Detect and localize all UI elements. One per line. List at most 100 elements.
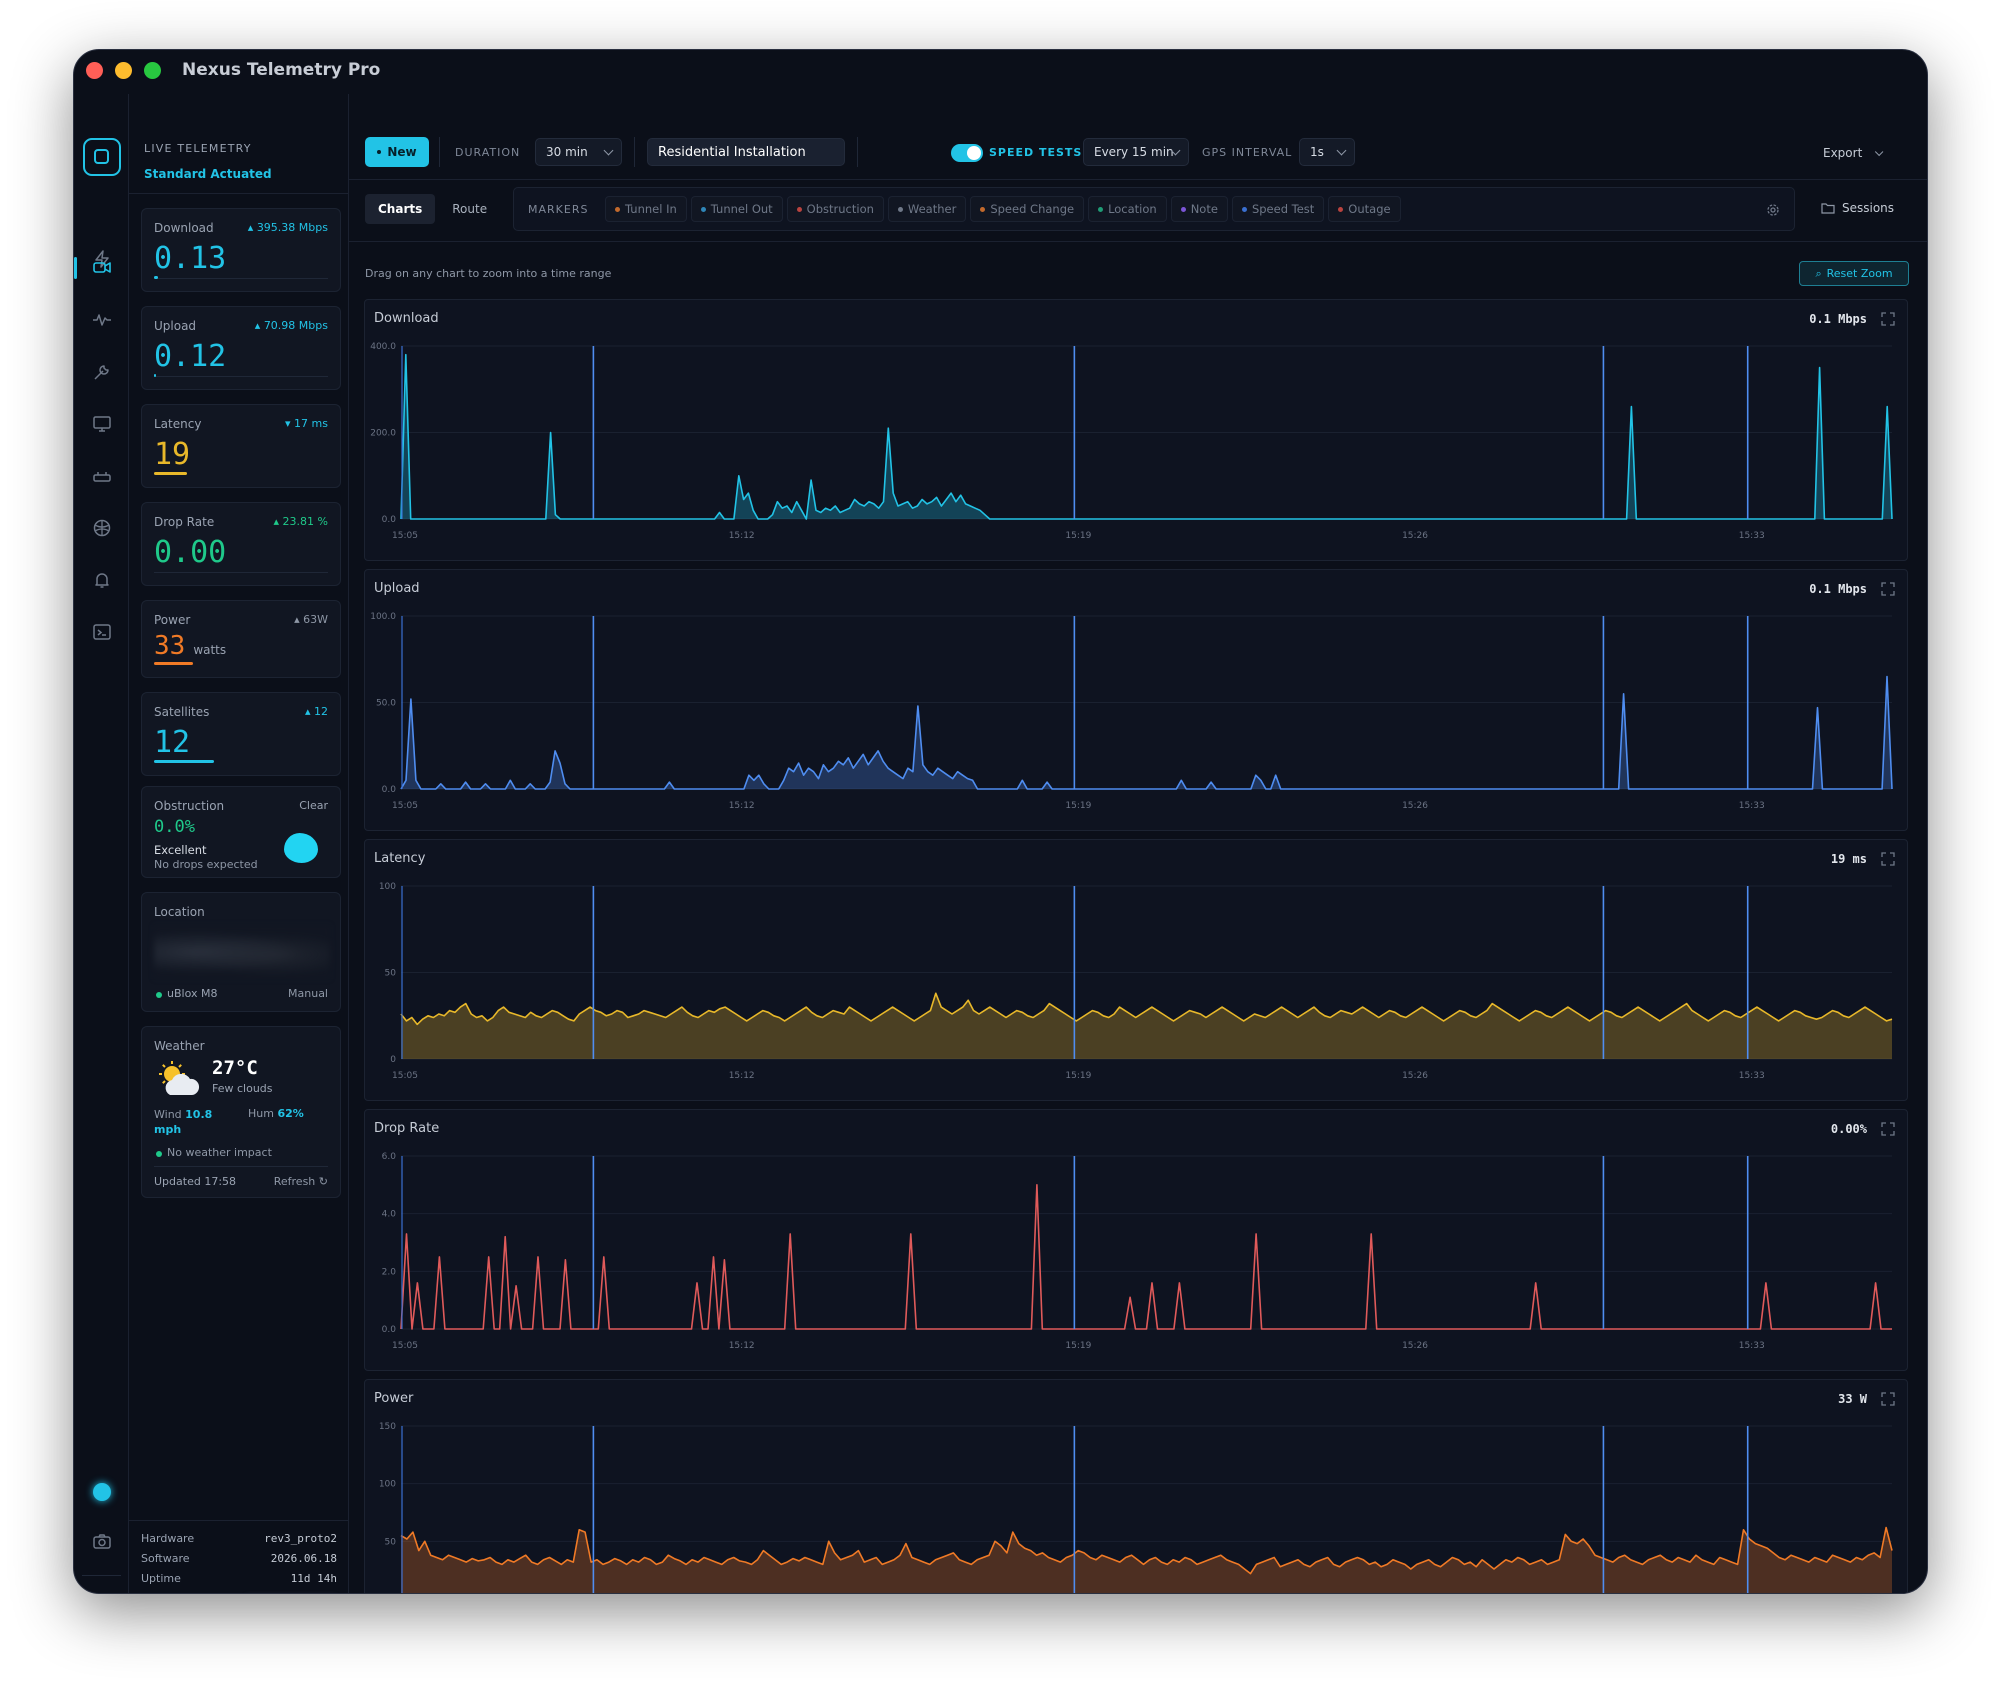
- title-bar: Nexus Telemetry Pro: [74, 50, 1927, 94]
- download-chart-panel[interactable]: Download 0.1 Mbps 0.0 200.0 400.0 15:05 15:12 1…: [364, 299, 1908, 561]
- power-card[interactable]: Power ▴ 63W 33 watts: [141, 600, 341, 678]
- installation-input[interactable]: Residential Installation: [647, 138, 845, 166]
- satellite-dish-icon[interactable]: [74, 513, 129, 543]
- drop-rate-label: Drop Rate: [154, 515, 215, 529]
- y-tick-label: 200.0: [370, 429, 396, 439]
- y-tick-label: 50.0: [376, 699, 396, 709]
- new-session-button[interactable]: New: [365, 137, 429, 167]
- lightning-icon[interactable]: [74, 244, 129, 274]
- camera-icon[interactable]: [74, 1526, 129, 1556]
- satellites-card[interactable]: Satellites ▴ 12 12: [141, 692, 341, 776]
- weather-temp: 27°C: [212, 1057, 258, 1079]
- marker-chip-speed-change[interactable]: Speed Change: [970, 196, 1085, 222]
- wind-reading: Wind 10.8 mph: [154, 1108, 213, 1136]
- wrench-icon[interactable]: [74, 357, 129, 387]
- expand-icon[interactable]: [1881, 852, 1895, 866]
- system-row-hardware: Hardware rev3_proto2: [141, 1532, 337, 1552]
- chart-current-reading: 0.1 Mbps: [1809, 582, 1867, 596]
- location-mode[interactable]: Manual: [288, 987, 328, 1000]
- zoom-window-button[interactable]: [144, 62, 161, 79]
- upload-chart-panel[interactable]: Upload 0.1 Mbps 0.0 50.0 100.0 15:05 15:12 15:1…: [364, 569, 1908, 831]
- marker-chip-note[interactable]: Note: [1170, 196, 1228, 222]
- terminal-icon[interactable]: [74, 617, 129, 647]
- sessions-button[interactable]: Sessions: [1821, 201, 1894, 215]
- gps-interval-select[interactable]: 1s: [1299, 138, 1355, 166]
- close-window-button[interactable]: [86, 62, 103, 79]
- expand-icon[interactable]: [1881, 312, 1895, 326]
- marker-chip-speed-test[interactable]: Speed Test: [1231, 196, 1325, 222]
- y-tick-label: 6.0: [382, 1152, 397, 1162]
- expand-icon[interactable]: [1881, 582, 1895, 596]
- marker-chip-tunnel-out[interactable]: Tunnel Out: [690, 196, 783, 222]
- y-tick-label: 100: [379, 1480, 396, 1490]
- upload-plot[interactable]: 0.0 50.0 100.0 15:05 15:12 15:19 15:26 15:33: [365, 570, 1909, 832]
- duration-select[interactable]: 30 min: [535, 138, 622, 166]
- tab-charts[interactable]: Charts: [365, 194, 436, 224]
- x-tick-label: 15:33: [1739, 1341, 1765, 1351]
- app-window: Nexus Telemetry Pro: [73, 49, 1928, 1594]
- sky-obstruction-map-icon[interactable]: [284, 833, 318, 863]
- x-tick-label: 15:26: [1402, 801, 1428, 811]
- marker-chip-obstruction[interactable]: Obstruction: [786, 196, 884, 222]
- live-telemetry-heading: LIVE TELEMETRY: [144, 142, 252, 155]
- satellite-status-icon[interactable]: [74, 1477, 129, 1507]
- marker-chip-outage[interactable]: Outage: [1328, 196, 1401, 222]
- chart-title: Drop Rate: [374, 1121, 440, 1136]
- power-chart-panel[interactable]: Power 33 W 0 50 100 150 15:05 15:12 15:19 15:26 15…: [364, 1379, 1909, 1594]
- export-button[interactable]: Export: [1823, 146, 1884, 160]
- upload-card[interactable]: Upload ▴ 70.98 Mbps 0.12: [141, 306, 341, 390]
- latency-card[interactable]: Latency ▾ 17 ms 19: [141, 404, 341, 488]
- expand-icon[interactable]: [1881, 1392, 1895, 1406]
- speed-tests-label: SPEED TESTS: [989, 146, 1083, 159]
- y-tick-label: 4.0: [382, 1210, 397, 1220]
- humidity-reading: Hum 62%: [248, 1107, 304, 1120]
- drop-rate-plot[interactable]: 0.0 2.0 4.0 6.0 15:05 15:12 15:19 15:26 15:33: [365, 1110, 1909, 1372]
- marker-dot-icon: [897, 206, 903, 212]
- obstruction-note: No drops expected: [154, 858, 258, 871]
- drop-rate-chart-panel[interactable]: Drop Rate 0.00% 0.0 2.0 4.0 6.0 15:05 15:12 15:1…: [364, 1109, 1908, 1371]
- reset-zoom-button[interactable]: ⌕ Reset Zoom: [1799, 261, 1909, 286]
- gps-receiver: uBlox M8: [167, 987, 218, 1000]
- drop-rate-value: 0.00: [154, 535, 227, 570]
- x-tick-label: 15:12: [729, 531, 755, 541]
- satellites-delta: ▴ 12: [304, 705, 328, 718]
- upload-bar: [154, 374, 156, 377]
- app-logo-icon[interactable]: [83, 138, 121, 176]
- minimize-window-button[interactable]: [115, 62, 132, 79]
- upload-delta: ▴ 70.98 Mbps: [254, 319, 328, 332]
- speed-tests-toggle[interactable]: [951, 144, 983, 162]
- download-bar: [154, 276, 158, 279]
- latency-plot[interactable]: 0 50 100 15:05 15:12 15:19 15:26 15:33: [365, 840, 1909, 1102]
- marker-chip-weather[interactable]: Weather: [887, 196, 967, 222]
- tab-route[interactable]: Route: [452, 202, 488, 216]
- expand-icon[interactable]: [1881, 1122, 1895, 1136]
- drop-rate-card[interactable]: Drop Rate ▴ 23.81 % 0.00: [141, 502, 341, 586]
- series-area: [401, 354, 1892, 519]
- y-tick-label: 150: [379, 1422, 396, 1432]
- marker-settings-gear-icon[interactable]: [1766, 202, 1780, 221]
- telemetry-panel: LIVE TELEMETRY Standard Actuated Downloa…: [129, 94, 349, 1593]
- location-card[interactable]: Location uBlox M8 Manual: [141, 892, 341, 1012]
- latency-chart-panel[interactable]: Latency 19 ms 0 50 100 15:05 15:12 15:19 15:26 15…: [364, 839, 1908, 1101]
- speed-interval-select[interactable]: Every 15 min: [1083, 138, 1189, 166]
- bell-icon[interactable]: [74, 565, 129, 595]
- y-tick-label: 0: [390, 1055, 396, 1065]
- marker-chip-tunnel-in[interactable]: Tunnel In: [605, 196, 687, 222]
- markers-label: MARKERS: [528, 203, 589, 216]
- weather-card[interactable]: Weather 27°C Few clouds Wind 10.8 mph Hu…: [141, 1026, 341, 1198]
- download-card[interactable]: Download ▴ 395.38 Mbps 0.13: [141, 208, 341, 292]
- weather-impact-dot: [156, 1151, 162, 1157]
- monitor-icon[interactable]: [74, 409, 129, 439]
- router-icon[interactable]: [74, 461, 129, 491]
- weather-refresh-button[interactable]: Refresh ↻: [273, 1175, 328, 1188]
- marker-chip-location[interactable]: Location: [1088, 196, 1167, 222]
- obstruction-card[interactable]: Obstruction Clear 0.0% Excellent No drop…: [141, 786, 341, 878]
- download-plot[interactable]: 0.0 200.0 400.0 15:05 15:12 15:19 15:26 15:33: [365, 300, 1909, 562]
- latency-value: 19: [154, 437, 191, 472]
- zoom-icon: ⌕: [1815, 266, 1822, 280]
- video-camera-icon[interactable]: [74, 252, 129, 282]
- y-tick-label: 50: [385, 1537, 397, 1547]
- pulse-icon[interactable]: [74, 305, 129, 335]
- zoom-hint: Drag on any chart to zoom into a time ra…: [365, 267, 612, 280]
